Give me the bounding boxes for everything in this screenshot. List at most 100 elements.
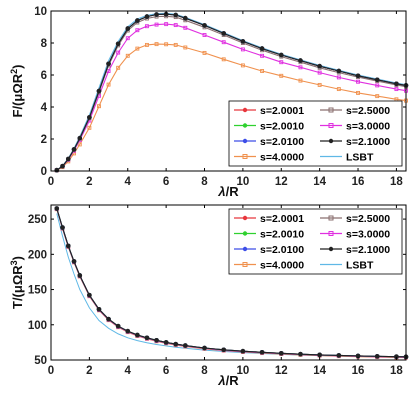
force-legend-label: s=2.5000 [346,105,390,117]
force-point-s-3-0000 [173,23,178,28]
force-point-s-3-0000 [394,87,399,92]
force-legend-marker [328,123,334,128]
force-y-tick-label: 0 [41,166,47,178]
force-y-axis-label: F/(μΩR2) [9,64,25,117]
force-x-label-rest: /R [226,184,240,199]
force-point-s-3-0000 [317,70,322,75]
force-y-label-sup: 2 [9,69,19,74]
torque-x-axis-label: λ/R [217,373,239,388]
force-point-s-4-0000 [336,87,341,92]
torque-x-label-lambda: λ [217,373,225,388]
force-series-line-s-4-0000 [56,43,407,171]
force-y-tick-label: 2 [41,134,47,146]
torque-legend-item-s-2-0001: s=2.0001 [234,213,304,225]
torque-axis-ticks: 0 2 4 6 8 10 12 14 16 18 50 100 150 200 250 [28,205,406,377]
force-point-s-2-1000 [77,135,83,141]
torque-legend-marker [328,231,334,236]
force-point-s-2-1000 [154,12,159,17]
torque-point-s-2-1000 [336,353,342,358]
force-x-tick-label: 12 [275,176,288,188]
force-point-s-2-1000 [336,68,342,74]
torque-x-tick-label: 8 [201,365,208,377]
torque-legend-label: s=2.0100 [260,244,304,256]
torque-point-s-2-1000 [125,328,131,334]
torque-legend-label: LSBT [346,260,374,272]
force-legend-marker [242,123,248,128]
torque-point-s-2-1000 [54,206,60,211]
torque-legend-marker [242,246,248,252]
torque-point-s-2-1000 [374,354,380,359]
torque-plot-frame [50,204,407,361]
force-x-tick-label: 18 [390,176,403,188]
torque-x-tick-label: 10 [236,365,249,377]
force-legend-label: s=4.0000 [260,152,304,164]
force-point-s-4-0000 [375,94,380,99]
torque-legend-item-s-2-1000: s=2.1000 [320,244,390,256]
force-point-s-4-0000 [317,82,322,87]
force-point-s-2-1000 [125,26,131,31]
torque-x-tick-label: 16 [352,365,365,377]
force-point-s-2-1000 [96,88,102,94]
torque-point-s-2-1000 [278,351,284,356]
force-point-s-2-1000 [240,39,246,44]
torque-legend-item-s-3-0000: s=3.0000 [320,229,390,241]
torque-x-tick-label: 18 [390,365,403,377]
force-point-s-2-1000 [144,14,150,19]
torque-legend-label: s=3.0000 [346,229,390,241]
torque-y-axis-label: T/(μΩR3) [9,256,25,309]
force-legend-marker [242,107,248,113]
force-point-s-4-0000 [106,82,111,87]
force-point-s-3-0000 [279,60,284,65]
torque-y-label-main: T/(μΩR [10,265,25,309]
force-legend-label: s=2.0001 [260,105,304,117]
torque-legend-marker [242,215,248,221]
force-legend-item-lsbt: LSBT [320,152,374,164]
torque-legend-marker [242,262,248,267]
torque-legend-item-s-2-5000: s=2.5000 [320,213,390,225]
force-point-s-2-1000 [298,58,303,63]
force-y-label-close: ) [10,64,25,68]
force-point-s-3-0000 [260,53,265,58]
force-x-tick-label: 14 [313,176,326,188]
torque-point-s-2-1000 [317,352,322,358]
torque-legend-box [228,208,403,275]
torque-point-s-2-1000 [96,306,102,312]
force-legend-item-s-3-0000: s=3.0000 [320,121,390,133]
torque-point-s-2-1000 [173,341,179,347]
force-legend-label: s=2.1000 [346,136,390,148]
torque-point-s-2-1000 [71,259,77,264]
force-point-s-3-0000 [221,40,226,45]
torque-point-s-2-1000 [259,349,265,355]
torque-point-s-2-1000 [115,323,121,329]
force-point-s-2-1000 [106,61,111,67]
force-point-s-2-1000 [374,77,380,83]
force-point-s-4-0000 [116,65,121,70]
force-legend-label: s=3.0000 [346,121,390,133]
force-point-s-4-0000 [173,42,178,47]
force-point-s-4-0000 [356,90,360,95]
torque-y-tick-label: 200 [28,249,47,261]
torque-point-s-2-1000 [202,345,207,351]
force-legend: s=2.0001 s=2.5000 s=2.0010 s=3.0000 s=2.0100… [228,100,403,167]
force-legend-item-s-2-0001: s=2.0001 [234,105,304,117]
force-point-s-2-1000 [87,115,92,120]
force-point-s-4-0000 [154,42,159,47]
torque-series-line-s-2-1000 [56,208,407,358]
force-y-tick-label: 8 [41,38,48,50]
torque-point-s-2-1000 [163,340,169,345]
torque-legend-label: s=2.1000 [346,244,390,256]
torque-legend-item-s-2-0010: s=2.0010 [234,229,304,241]
force-point-s-4-0000 [97,104,101,109]
torque-point-s-2-1000 [298,351,303,357]
force-point-s-4-0000 [279,73,284,78]
force-x-tick-label: 2 [86,176,92,188]
force-point-s-2-1000 [317,63,322,69]
force-point-s-4-0000 [240,63,245,68]
force-point-s-4-0000 [298,78,303,83]
force-x-tick-label: 8 [201,176,208,188]
torque-x-tick-label: 12 [275,365,288,377]
force-point-s-4-0000 [202,50,207,55]
torque-legend-label: s=2.0010 [260,229,304,241]
